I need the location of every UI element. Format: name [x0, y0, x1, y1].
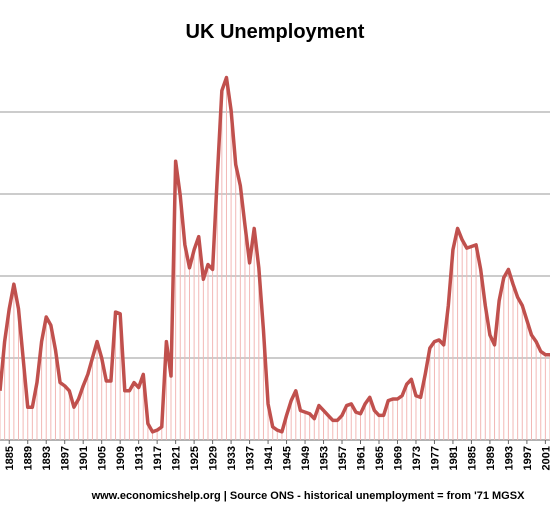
x-tick-label: 1941: [263, 446, 275, 470]
x-tick-label: 1893: [41, 446, 53, 470]
x-tick-label: 1925: [189, 446, 201, 470]
x-tick-label: 1885: [4, 446, 16, 470]
x-tick-label: 1909: [115, 446, 127, 470]
x-tick-label: 1889: [23, 446, 35, 470]
x-tick-label: 1989: [485, 446, 497, 470]
x-tick-label: 1961: [356, 446, 368, 470]
x-tick-label: 1917: [152, 446, 164, 470]
x-tick-label: 2001: [540, 446, 550, 470]
x-tick-label: 1985: [466, 446, 478, 470]
x-tick-label: 1957: [337, 446, 349, 470]
x-tick-label: 1969: [392, 446, 404, 470]
x-tick-label: 1965: [374, 446, 386, 470]
x-tick-label: 1897: [60, 446, 72, 470]
x-tick-label: 1953: [319, 446, 331, 470]
x-tick-label: 1949: [300, 446, 312, 470]
x-tick-label: 1901: [78, 446, 90, 470]
x-tick-label: 1973: [411, 446, 423, 470]
x-tick-label: 1937: [245, 446, 257, 470]
chart-title: UK Unemployment: [186, 21, 365, 43]
x-tick-label: 1993: [503, 446, 515, 470]
source-note: www.economicshelp.org | Source ONS - his…: [91, 490, 526, 502]
x-tick-label: 1913: [134, 446, 146, 470]
x-tick-label: 1929: [208, 446, 220, 470]
x-tick-label: 1997: [522, 446, 534, 470]
x-tick-label: 1977: [429, 446, 441, 470]
x-tick-label: 1905: [97, 446, 109, 470]
x-tick-label: 1981: [448, 446, 460, 470]
x-tick-label: 1933: [226, 446, 238, 470]
data-line: [0, 75, 550, 434]
x-tick-label: 1945: [282, 446, 294, 470]
x-tick-label: 1921: [171, 446, 183, 470]
